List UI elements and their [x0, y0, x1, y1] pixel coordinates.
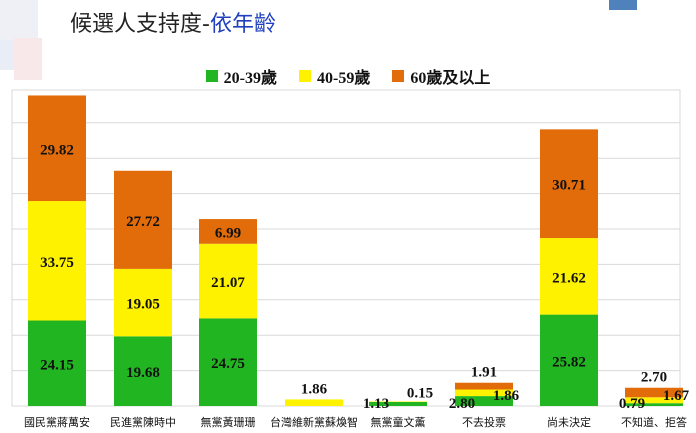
bar-segment [540, 129, 598, 239]
data-label: 1.91 [471, 365, 497, 381]
bar-segment [625, 387, 683, 398]
data-label: 19.68 [126, 365, 160, 381]
legend-swatch [392, 70, 405, 82]
legend-label: 40-59歲 [316, 70, 371, 87]
data-label: 1.13 [363, 396, 389, 412]
data-label: 21.62 [552, 270, 586, 286]
category-label: 無黨黃珊珊 [201, 415, 256, 429]
legend-label: 60歲及以上 [410, 70, 491, 87]
chart-legend: 20-39歲 40-59歲 60歲及以上 [0, 62, 696, 90]
legend-item-40-59: 40-59歲 [298, 64, 371, 88]
data-label: 21.07 [211, 275, 245, 291]
decor-square [0, 0, 38, 40]
decor-square [14, 38, 42, 80]
bar-segment [369, 401, 427, 406]
plot-frame [11, 89, 681, 407]
data-label: 27.72 [126, 214, 160, 230]
data-label: 1.86 [301, 381, 328, 397]
category-label: 不知道、拒答 [621, 415, 687, 429]
data-label: 1.67 [663, 388, 690, 404]
bar-segment [540, 314, 598, 406]
bar-segment [199, 318, 257, 406]
bar-segment [625, 397, 683, 404]
bar-segment [114, 268, 172, 337]
decor-bar [609, 0, 637, 10]
title-main: 候選人支持度- [70, 12, 210, 37]
bar-segment [455, 389, 513, 397]
bar-segment [199, 219, 257, 244]
legend-item-60-plus: 60歲及以上 [392, 64, 490, 88]
data-label: 24.75 [211, 356, 245, 372]
bar-segment [455, 382, 513, 390]
bar-segment [28, 201, 86, 321]
data-label: 24.15 [40, 357, 74, 373]
category-label: 台灣維新黨蘇煥智 [270, 415, 358, 429]
category-label: 無黨童文薰 [371, 415, 426, 429]
legend-swatch [205, 70, 218, 82]
bar-segment [369, 401, 427, 402]
legend-item-20-39: 20-39歲 [205, 64, 277, 88]
category-label: 尚未決定 [547, 415, 591, 429]
data-label: 0.79 [619, 396, 645, 412]
data-label: 33.75 [40, 255, 74, 271]
bar-segment [285, 399, 343, 406]
data-label: 2.70 [641, 370, 667, 386]
bar-segment [28, 320, 86, 406]
bar-segment [540, 238, 598, 315]
data-label: 6.99 [215, 225, 241, 241]
title-suffix: 依年齡 [209, 12, 276, 37]
data-label: 29.82 [40, 142, 74, 158]
bar-segment [28, 95, 86, 202]
data-label: 0.15 [407, 385, 433, 401]
data-label: 25.82 [552, 354, 586, 370]
decor-square [0, 40, 14, 70]
bar-segment [114, 336, 172, 406]
page-title: 候選人支持度-依年齡 [70, 6, 276, 38]
category-label: 不去投票 [462, 415, 506, 429]
bar-segment [455, 396, 513, 406]
data-label: 1.86 [493, 388, 520, 404]
bar-segment [114, 170, 172, 269]
legend-label: 20-39歲 [223, 70, 277, 87]
data-label: 2.80 [449, 396, 475, 412]
bar-segment [199, 243, 257, 319]
data-label: 19.05 [126, 297, 160, 313]
data-label: 30.71 [552, 178, 586, 194]
category-label: 民進黨陳時中 [110, 415, 176, 429]
bar-segment [625, 403, 683, 406]
category-label: 國民黨蔣萬安 [24, 415, 90, 429]
legend-swatch [298, 70, 311, 82]
